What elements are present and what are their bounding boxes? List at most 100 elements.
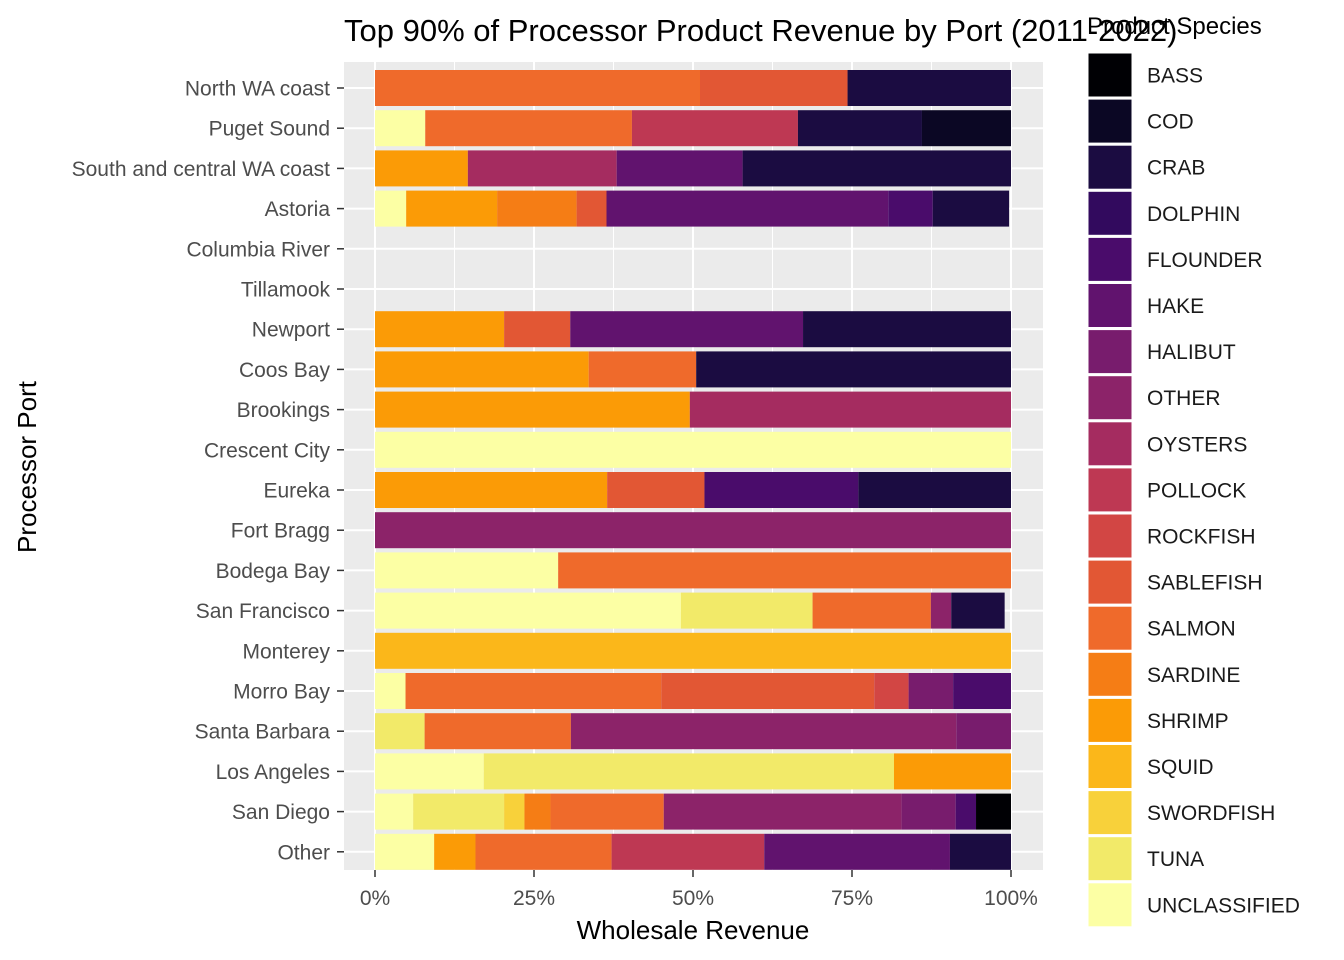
bar-other-pollock [611, 833, 765, 870]
chart-title: Top 90% of Processor Product Revenue by … [344, 13, 1177, 48]
bar-eureka-flounder [704, 472, 859, 508]
y-tick-label: San Diego [232, 801, 330, 824]
bar-south-and-central-wa-coast-oysters [467, 150, 617, 187]
bar-san-diego-sardine [524, 793, 551, 830]
bar-coos-bay-shrimp [375, 351, 589, 388]
bar-san-diego-halibut [901, 793, 956, 830]
bar-astoria-crab [932, 190, 1010, 227]
bar-north-wa-coast-sablefish [699, 70, 848, 106]
legend-label-oysters: OYSTERS [1147, 433, 1247, 456]
bar-santa-barbara-salmon [424, 713, 571, 750]
bar-los-angeles-shrimp [893, 753, 1011, 790]
legend-key-flounder [1087, 236, 1133, 282]
legend-label-bass: BASS [1147, 65, 1203, 88]
y-tick-label: Astoria [265, 198, 331, 221]
bar-other-crab [949, 833, 1011, 870]
x-tick-label: 50% [672, 887, 714, 910]
bar-morro-bay-unclassified [375, 673, 406, 709]
y-axis-title: Processor Port [12, 380, 42, 553]
y-tick-label: Santa Barbara [195, 721, 331, 744]
y-tick-label: Crescent City [204, 439, 331, 462]
bar-brookings-oysters [689, 391, 1011, 428]
legend-key-hake [1087, 283, 1133, 328]
bar-bodega-bay-unclassified [375, 552, 559, 589]
bar-south-and-central-wa-coast-crab [742, 150, 1011, 187]
bar-bodega-bay-salmon [558, 552, 1011, 589]
bar-other-unclassified [375, 833, 435, 870]
bar-san-francisco-salmon [812, 592, 931, 629]
legend-key-salmon [1087, 605, 1133, 651]
legend-key-dolphin [1087, 190, 1133, 236]
legend-key-swordfish [1087, 790, 1133, 836]
bar-north-wa-coast-crab [847, 70, 1011, 106]
bar-astoria-unclassified [375, 190, 407, 227]
y-tick-label: Coos Bay [239, 359, 331, 382]
bar-monterey-squid [375, 632, 1011, 669]
bar-eureka-shrimp [375, 472, 608, 508]
y-tick-label: Eureka [263, 480, 330, 503]
bar-coos-bay-crab [696, 351, 1011, 388]
bar-morro-bay-halibut [908, 673, 954, 709]
y-tick-label: Morro Bay [233, 681, 330, 704]
legend-key-pollock [1087, 467, 1133, 513]
bar-newport-crab [803, 311, 1011, 348]
legend: Product Species BASS COD CRAB DOLPHIN FLOUND… [1087, 13, 1300, 928]
bar-eureka-crab [858, 472, 1011, 508]
bar-santa-barbara-other [570, 713, 957, 750]
x-tick-label: 100% [984, 887, 1038, 910]
legend-key-unclassified [1087, 882, 1133, 928]
legend-label-flounder: FLOUNDER [1147, 249, 1263, 272]
bar-san-diego-other [663, 793, 902, 830]
legend-label-squid: SQUID [1147, 756, 1214, 779]
legend-key-crab [1087, 144, 1133, 190]
legend-title: Product Species [1087, 13, 1262, 40]
legend-label-unclassified: UNCLASSIFIED [1147, 894, 1300, 917]
bar-newport-shrimp [375, 311, 505, 348]
y-tick-label: North WA coast [185, 78, 330, 101]
bar-santa-barbara-halibut [956, 713, 1011, 750]
bar-brookings-shrimp [375, 391, 690, 428]
bar-san-francisco-unclassified [375, 592, 681, 629]
bar-san-francisco-tuna [680, 592, 813, 629]
bar-newport-hake [570, 311, 804, 348]
legend-key-sablefish [1087, 559, 1133, 605]
bar-south-and-central-wa-coast-hake [616, 150, 743, 187]
bar-puget-sound-cod [921, 110, 1011, 147]
bar-south-and-central-wa-coast-shrimp [375, 150, 468, 187]
bar-san-diego-tuna [413, 793, 505, 830]
bar-other-hake [764, 833, 950, 870]
legend-label-dolphin: DOLPHIN [1147, 203, 1240, 226]
legend-label-tuna: TUNA [1147, 848, 1204, 871]
bar-astoria-sablefish [576, 190, 607, 227]
bar-crescent-city-unclassified [375, 431, 1011, 468]
legend-key-other [1087, 375, 1133, 421]
x-tick-label: 0% [360, 887, 390, 910]
bar-los-angeles-unclassified [375, 753, 484, 790]
x-tick-label: 25% [513, 887, 555, 910]
bar-san-francisco-crab [951, 592, 1005, 629]
legend-label-other: OTHER [1147, 387, 1221, 410]
y-tick-label: Los Angeles [216, 761, 330, 784]
bar-morro-bay-rockfish [874, 673, 909, 709]
bar-santa-barbara-tuna [375, 713, 425, 750]
y-tick-label: Monterey [242, 640, 330, 663]
legend-label-sablefish: SABLEFISH [1147, 572, 1263, 595]
bar-fort-bragg-other [375, 512, 1011, 549]
bar-morro-bay-sablefish [661, 673, 875, 709]
bar-los-angeles-tuna [483, 753, 894, 790]
x-axis: 0% 25% 50% 75% 100% [360, 870, 1038, 910]
legend-key-bass [1087, 52, 1133, 98]
legend-key-cod [1087, 98, 1133, 144]
bars [375, 70, 1011, 870]
x-tick-label: 75% [831, 887, 873, 910]
bar-astoria-shrimp [406, 190, 498, 227]
bar-eureka-sablefish [607, 472, 705, 508]
bar-san-diego-salmon [550, 793, 664, 830]
legend-key-shrimp [1087, 697, 1133, 743]
bar-puget-sound-salmon [425, 110, 632, 147]
bar-astoria-flounder [888, 190, 933, 227]
legend-key-rockfish [1087, 513, 1133, 559]
legend-key-halibut [1087, 329, 1133, 375]
y-tick-label: South and central WA coast [72, 158, 331, 181]
bar-newport-sablefish [504, 311, 571, 348]
